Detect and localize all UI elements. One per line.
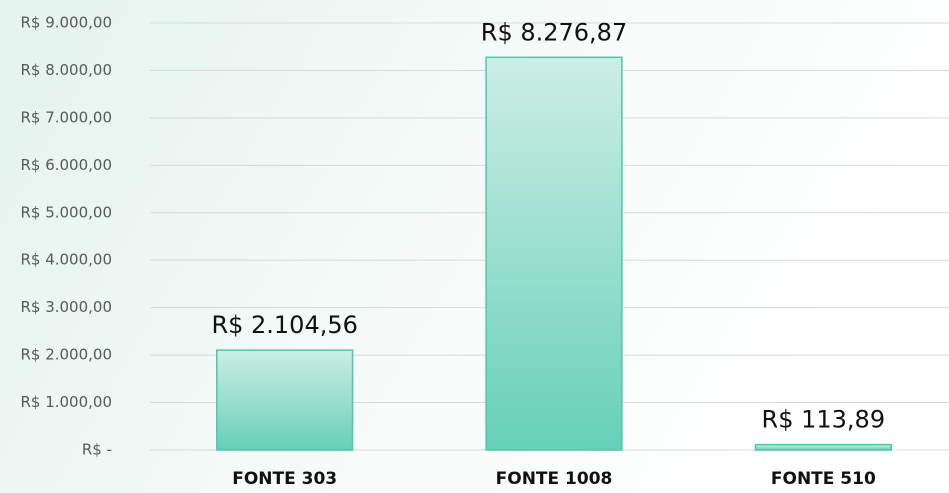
bar bbox=[485, 56, 623, 451]
value-label: R$ 8.276,87 bbox=[481, 18, 627, 46]
x-tick-label: FONTE 510 bbox=[771, 469, 876, 489]
y-tick-label: R$ 7.000,00 bbox=[20, 108, 112, 126]
y-tick-label: R$ 8.000,00 bbox=[20, 61, 112, 79]
x-tick-label: FONTE 303 bbox=[232, 469, 337, 489]
y-tick-label: R$ 4.000,00 bbox=[20, 251, 112, 269]
bar bbox=[754, 443, 892, 451]
y-tick-label: R$ 9.000,00 bbox=[20, 14, 112, 32]
y-tick-label: R$ 5.000,00 bbox=[20, 203, 112, 221]
bar bbox=[216, 349, 354, 451]
x-tick-label: FONTE 1008 bbox=[496, 469, 613, 489]
y-tick-label: R$ - bbox=[82, 441, 112, 459]
y-tick-label: R$ 3.000,00 bbox=[20, 298, 112, 316]
y-tick-label: R$ 1.000,00 bbox=[20, 393, 112, 411]
value-label: R$ 2.104,56 bbox=[211, 311, 357, 339]
value-label: R$ 113,89 bbox=[762, 406, 886, 434]
y-tick-label: R$ 2.000,00 bbox=[20, 346, 112, 364]
y-tick-label: R$ 6.000,00 bbox=[20, 156, 112, 174]
